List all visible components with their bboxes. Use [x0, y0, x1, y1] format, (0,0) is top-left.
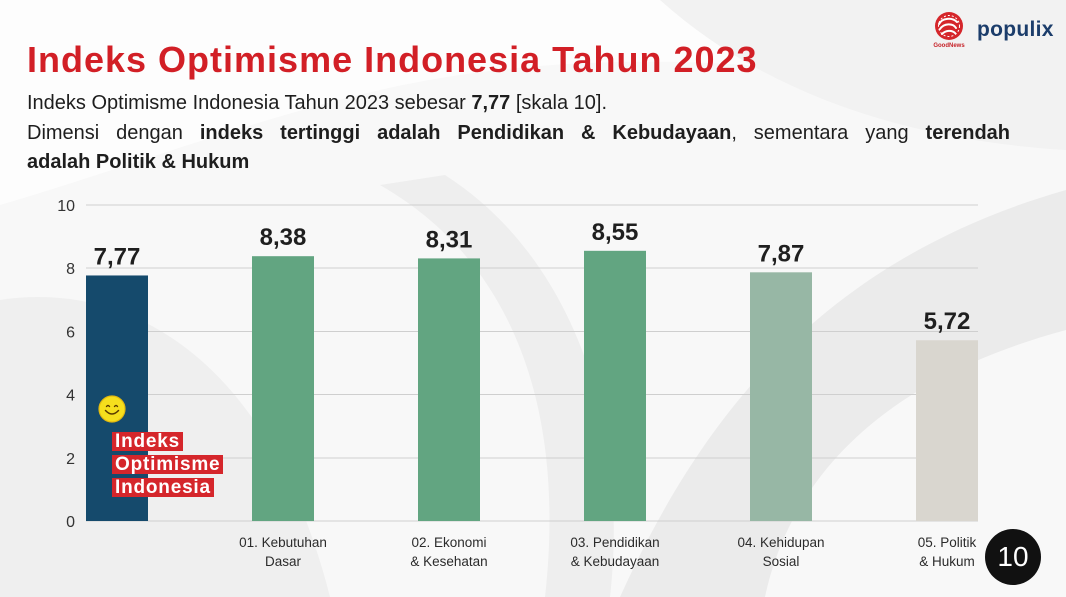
value-label: 7,87 — [758, 240, 805, 267]
summary-text-segment: , sementara yang — [731, 121, 926, 144]
summary-line-1: Indeks Optimisme Indonesia Tahun 2023 se… — [27, 89, 1010, 119]
value-label: 8,31 — [426, 226, 473, 253]
background-swoosh — [620, 190, 1066, 597]
category-label: Sosial — [763, 554, 800, 569]
summary-text-segment: Dimensi dengan — [27, 121, 200, 144]
summary-text: Indeks Optimisme Indonesia Tahun 2023 se… — [27, 89, 1010, 178]
y-tick-label: 8 — [66, 261, 75, 278]
summary-line-3: adalah Politik & Hukum — [27, 148, 1010, 178]
category-label: 04. Kehidupan — [737, 535, 824, 550]
summary-text-segment: Indeks Optimisme Indonesia Tahun 2023 se… — [27, 92, 472, 114]
background-swoosh — [380, 175, 614, 597]
category-label: & Kesehatan — [410, 554, 487, 569]
value-label: 8,55 — [592, 219, 639, 246]
bar — [252, 256, 314, 521]
value-label: 8,38 — [260, 224, 307, 251]
populix-logo: populix — [977, 18, 1054, 41]
category-label: & Hukum — [919, 554, 975, 569]
category-label: 01. Kebutuhan — [239, 535, 327, 550]
y-tick-label: 10 — [57, 198, 75, 215]
y-tick-label: 4 — [66, 388, 75, 405]
summary-scale-note: [skala 10]. — [510, 92, 608, 114]
goodnews-logo-icon — [935, 12, 963, 40]
slide-title: Indeks Optimisme Indonesia Tahun 2023 — [27, 39, 758, 80]
y-tick-label: 2 — [66, 451, 75, 468]
y-tick-label: 6 — [66, 324, 75, 341]
overall-index-label-line: Optimisme — [112, 455, 224, 474]
smiley-icon — [98, 395, 126, 423]
summary-overall-value: 7,77 — [471, 92, 511, 114]
category-label: 03. Pendidikan — [570, 535, 659, 550]
category-label: Dasar — [265, 554, 302, 569]
summary-line-2: Dimensi dengan indeks tertinggi adalah P… — [27, 119, 1010, 149]
summary-lowest-label: terendah — [925, 121, 1011, 144]
bar — [584, 250, 646, 521]
value-label: 7,77 — [94, 243, 141, 270]
overall-index-label-line: Indeks — [112, 432, 183, 451]
overall-index-label: Indeks Optimisme Indonesia — [112, 432, 224, 501]
overall-index-label-line: Indonesia — [112, 478, 214, 497]
category-label: & Kebudayaan — [571, 554, 660, 569]
background-swoosh — [660, 0, 1066, 150]
bar — [750, 272, 812, 521]
category-label: 02. Ekonomi — [411, 535, 486, 550]
goodnews-logo-text: GoodNews — [933, 43, 965, 49]
bar — [418, 258, 480, 521]
goodnews-logo: GoodNews — [933, 12, 965, 49]
summary-highest-dimension: indeks tertinggi adalah Pendidikan & Keb… — [199, 121, 732, 144]
y-tick-label: 0 — [66, 514, 75, 531]
summary-lowest-dimension: adalah Politik & Hukum — [27, 151, 250, 173]
category-label: 05. Politik — [918, 535, 977, 550]
page-number: 10 — [985, 529, 1041, 585]
value-label: 5,72 — [924, 308, 971, 335]
bar — [916, 340, 978, 521]
